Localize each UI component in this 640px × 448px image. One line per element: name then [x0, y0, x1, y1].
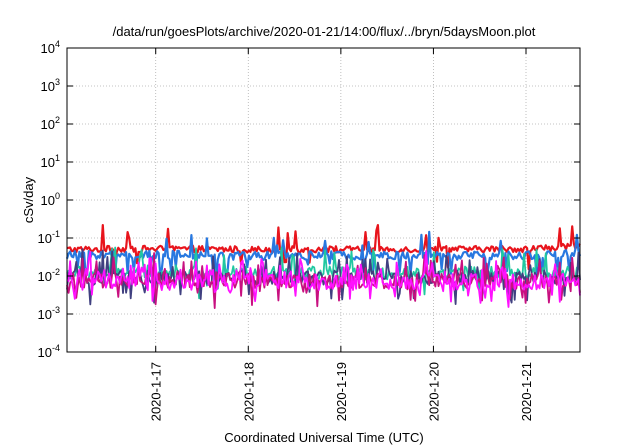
y-tick-label: 102: [41, 115, 60, 132]
y-tick-label: 103: [41, 77, 60, 94]
series-line: [66, 250, 581, 308]
y-tick-label: 10-1: [38, 229, 60, 246]
x-tick-label: 2020-1-18: [241, 362, 256, 421]
y-tick-label: 104: [41, 39, 60, 56]
x-tick-label: 2020-1-19: [334, 362, 349, 421]
series-line: [65, 230, 582, 281]
y-tick-label: 10-3: [38, 305, 60, 322]
series-layer: [65, 224, 582, 310]
x-tick-label: 2020-1-17: [149, 362, 164, 421]
y-tick-label: 10-2: [38, 267, 60, 284]
x-axis-label: Coordinated Universal Time (UTC): [224, 430, 423, 445]
y-tick-label: 101: [41, 153, 60, 170]
x-tick-label: 2020-1-20: [426, 362, 441, 421]
x-tick-label: 2020-1-21: [519, 362, 534, 421]
chart-title: /data/run/goesPlots/archive/2020-01-21/1…: [113, 24, 536, 39]
y-axis-label: cSv/day: [21, 176, 36, 223]
tick-layer: 10-4 10-3 10-2 10-1 100 101 102 103 104 2020-1-17…: [38, 39, 580, 421]
y-tick-label: 100: [41, 191, 60, 208]
y-tick-label: 10-4: [38, 343, 60, 360]
